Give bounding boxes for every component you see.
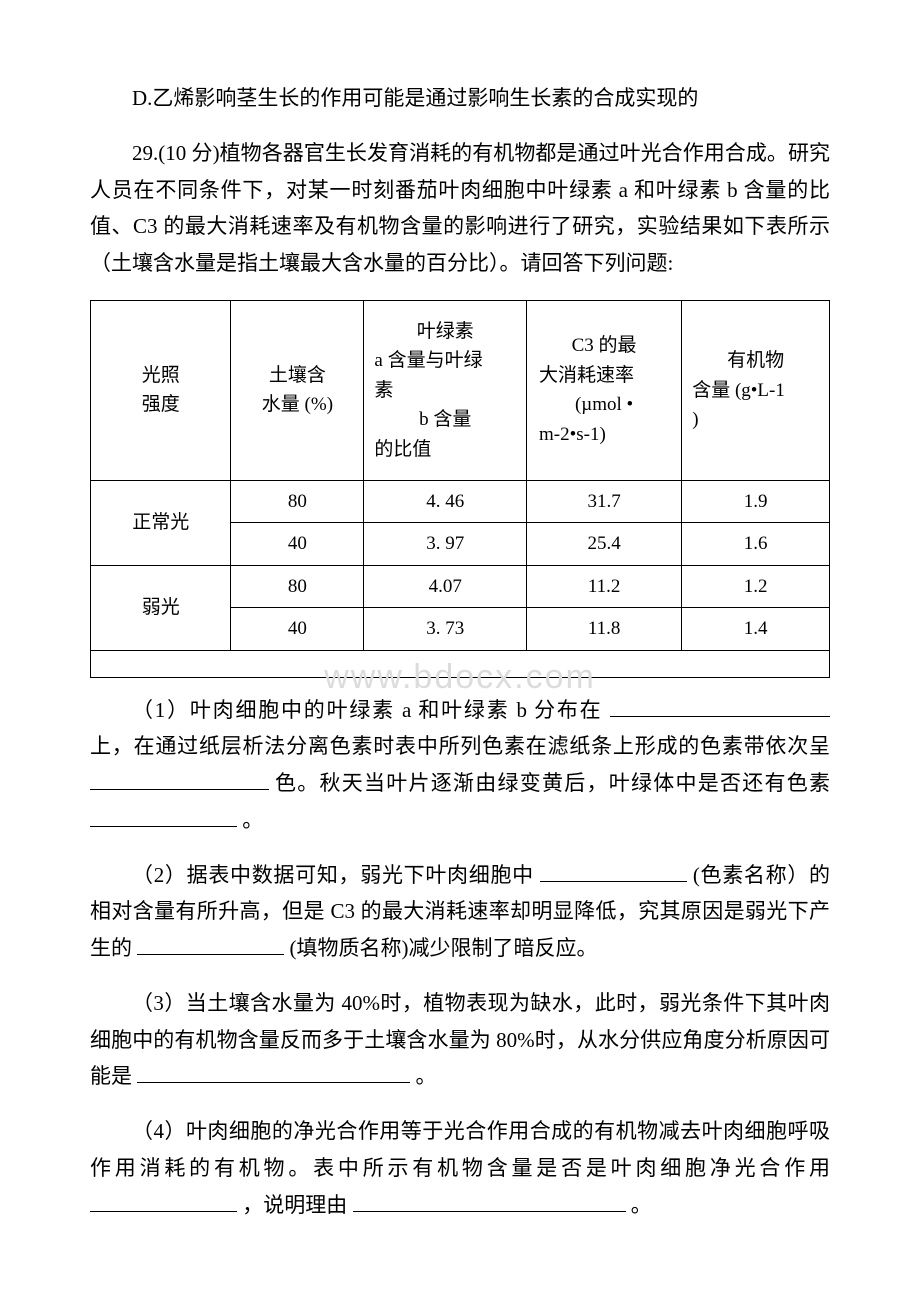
q2-text-a: （2）据表中数据可知，弱光下叶肉细胞中 [132,863,534,887]
cell: 80 [231,480,364,522]
q1-text-a: （1）叶肉细胞中的叶绿素 a 和叶绿素 b 分布在 [132,698,602,722]
experiment-table: 光照 强度 土壤含 水量 (%) 叶绿素 a 含量与叶绿 素 b 含量 的比值 … [90,300,830,678]
cell-group-weak: 弱光 [91,565,231,650]
q4-text-a: （4）叶肉细胞的净光合作用等于光合作用合成的有机物减去叶肉细胞呼吸作用消耗的有机… [90,1119,830,1180]
th-ratio-l5: 的比值 [374,435,516,464]
cell: 1.9 [682,480,830,522]
th-org-l1: 有机物 [688,346,823,375]
cell: 3. 73 [364,608,527,650]
cell: 4. 46 [364,480,527,522]
table-row: 正常光 80 4. 46 31.7 1.9 [91,480,830,522]
th-c3-l3: (µmol • [533,390,675,419]
cell: 11.8 [527,608,682,650]
th-org-l2: 含量 (g•L-1 [688,376,823,405]
th-c3-l4: m-2•s-1) [533,420,675,449]
q4-text-b: ，说明理由 [242,1193,347,1217]
q3-paragraph: （3）当土壤含水量为 40%时，植物表现为缺水，此时，弱光条件下其叶肉细胞中的有… [90,985,830,1095]
th-soil: 土壤含 水量 (%) [231,300,364,480]
cell: 11.2 [527,565,682,607]
cell-group-normal: 正常光 [91,480,231,565]
th-org: 有机物 含量 (g•L-1 ) [682,300,830,480]
blank [353,1190,626,1212]
q1-text-d: 。 [242,808,263,832]
cell: 31.7 [527,480,682,522]
q4-paragraph: （4）叶肉细胞的净光合作用等于光合作用合成的有机物减去叶肉细胞呼吸作用消耗的有机… [90,1113,830,1223]
th-light: 光照 强度 [91,300,231,480]
th-ratio-l4: b 含量 [374,405,516,434]
blank [540,860,687,882]
document-page: D.乙烯影响茎生长的作用可能是通过影响生长素的合成实现的 29.(10 分)植物… [0,0,920,1301]
q1-text-c: 色。秋天当叶片逐渐由绿变黄后，叶绿体中是否还有色素 [275,771,830,795]
blank [137,933,284,955]
blank [610,695,831,717]
cell: 80 [231,565,364,607]
cell: 40 [231,608,364,650]
th-light-l1: 光照 [97,361,224,390]
table-row: 弱光 80 4.07 11.2 1.2 [91,565,830,607]
th-soil-l2: 水量 (%) [237,390,357,419]
table-header-row: 光照 强度 土壤含 水量 (%) 叶绿素 a 含量与叶绿 素 b 含量 的比值 … [91,300,830,480]
q2-text-c: (填物质名称)减少限制了暗反应。 [290,936,598,960]
cell: 40 [231,523,364,565]
option-d-text: D.乙烯影响茎生长的作用可能是通过影响生长素的合成实现的 [90,80,830,117]
q1-text-b: 上，在通过纸层析法分离色素时表中所列色素在滤纸条上形成的色素带依次呈 [90,734,830,758]
blank [90,805,237,827]
q2-paragraph: （2）据表中数据可知，弱光下叶肉细胞中 (色素名称）的相对含量有所升高，但是 C… [90,857,830,967]
th-c3-l2: 大消耗速率 [533,361,675,390]
table-spacer-row [91,650,830,677]
cell: 1.4 [682,608,830,650]
cell: 1.6 [682,523,830,565]
th-soil-l1: 土壤含 [237,361,357,390]
blank [90,1190,237,1212]
q4-text-c: 。 [631,1193,652,1217]
cell: 3. 97 [364,523,527,565]
q1-paragraph: （1）叶肉细胞中的叶绿素 a 和叶绿素 b 分布在 上，在通过纸层析法分离色素时… [90,692,830,839]
cell: 25.4 [527,523,682,565]
th-ratio: 叶绿素 a 含量与叶绿 素 b 含量 的比值 [364,300,527,480]
th-org-l3: ) [688,405,823,434]
q3-text-b: 。 [416,1064,437,1088]
th-ratio-l1: 叶绿素 [374,317,516,346]
blank [90,768,269,790]
q29-intro: 29.(10 分)植物各器官生长发育消耗的有机物都是通过叶光合作用合成。研究人员… [90,135,830,282]
th-ratio-l3: 素 [374,376,516,405]
cell: 1.2 [682,565,830,607]
cell: 4.07 [364,565,527,607]
cell-empty [91,650,830,677]
th-c3: C3 的最 大消耗速率 (µmol • m-2•s-1) [527,300,682,480]
th-light-l2: 强度 [97,390,224,419]
th-ratio-l2: a 含量与叶绿 [374,346,516,375]
th-c3-l1: C3 的最 [533,331,675,360]
blank [137,1061,410,1083]
